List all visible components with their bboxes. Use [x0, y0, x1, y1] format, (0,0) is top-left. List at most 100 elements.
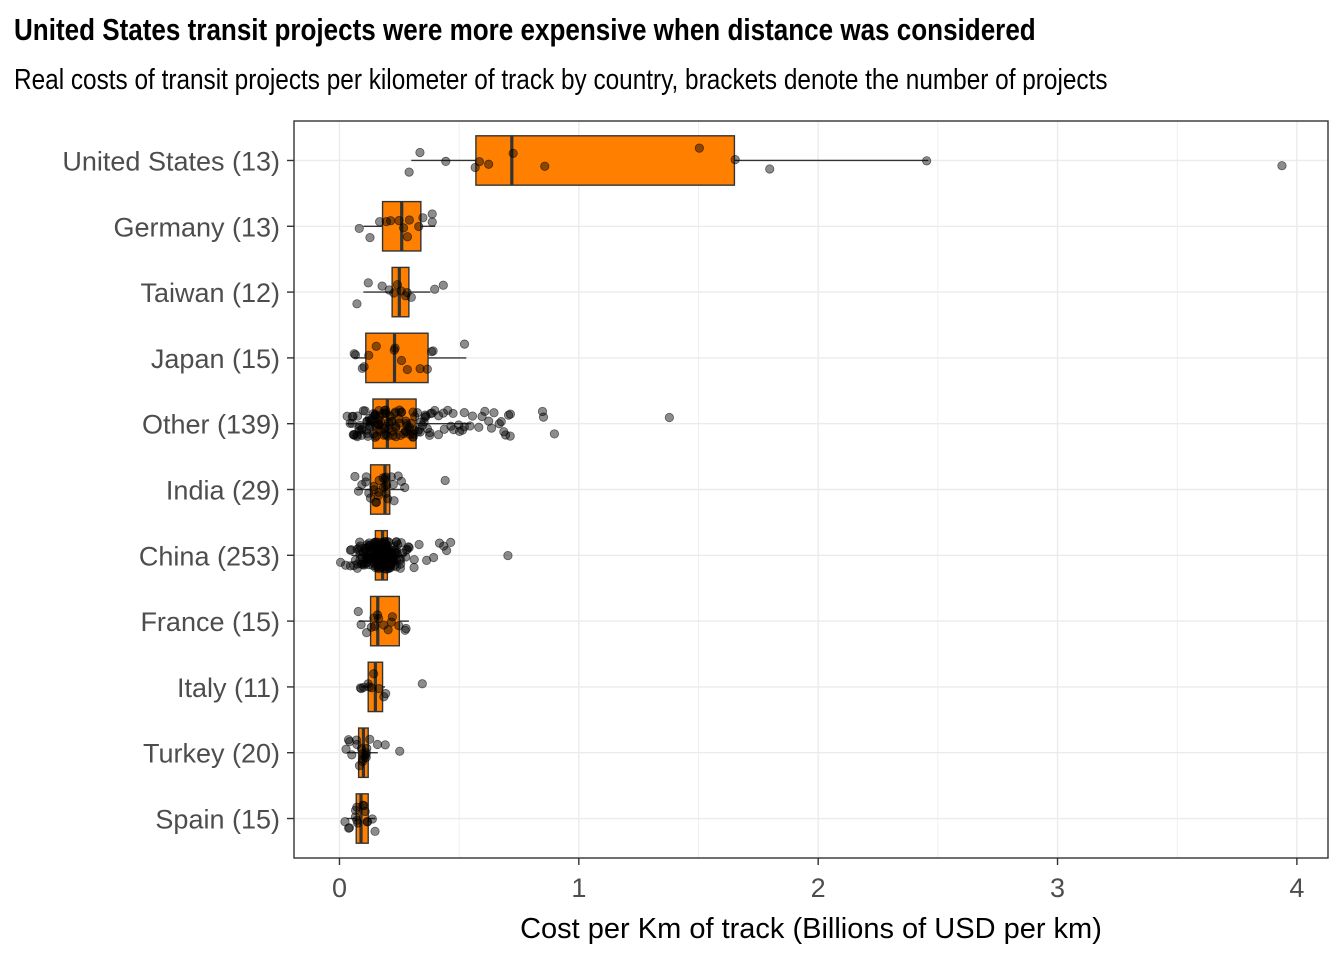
data-point	[380, 405, 391, 415]
data-point	[505, 409, 515, 419]
x-tick-label: 4	[1289, 873, 1304, 903]
data-point	[474, 157, 484, 167]
data-point	[549, 429, 559, 439]
data-point	[387, 612, 397, 622]
data-point	[360, 406, 370, 416]
data-point	[401, 623, 411, 634]
data-points	[335, 143, 1287, 836]
data-point	[765, 164, 775, 174]
data-point	[540, 161, 550, 171]
data-point	[352, 299, 362, 309]
y-tick-label: Italy (11)	[177, 673, 280, 703]
data-point	[335, 557, 346, 567]
data-point	[362, 817, 372, 827]
data-point	[349, 349, 359, 359]
y-axis: United States (13) Germany (13) Taiwan (12…	[62, 146, 294, 835]
data-point	[367, 814, 377, 824]
data-point	[380, 740, 390, 750]
data-point	[425, 430, 435, 440]
data-point	[730, 154, 740, 165]
box	[365, 332, 429, 384]
data-point	[406, 292, 416, 302]
data-point	[537, 406, 548, 417]
data-point	[344, 823, 355, 833]
data-point	[395, 746, 405, 756]
data-point	[347, 418, 357, 428]
y-tick-label: Germany (13)	[113, 212, 280, 242]
data-point	[361, 752, 371, 762]
y-tick-label: United States (13)	[62, 146, 280, 176]
data-point	[404, 167, 414, 177]
x-axis-label: Cost per Km of track (Billions of USD pe…	[520, 913, 1102, 945]
y-tick-label: France (15)	[140, 607, 280, 637]
data-point	[427, 217, 437, 227]
data-point	[402, 232, 413, 242]
box-group	[363, 266, 431, 318]
data-point	[438, 280, 448, 290]
data-point	[369, 669, 379, 679]
data-point	[415, 147, 425, 158]
data-point	[484, 416, 494, 426]
data-point	[345, 545, 356, 555]
data-point	[484, 159, 494, 169]
data-point	[388, 479, 398, 490]
box	[475, 135, 736, 186]
y-tick-label: Taiwan (12)	[140, 278, 280, 308]
data-point	[364, 488, 374, 498]
data-point	[418, 213, 428, 223]
x-tick-label: 3	[1050, 873, 1065, 903]
data-point	[361, 477, 371, 487]
data-point	[380, 408, 391, 418]
y-tick-label: India (29)	[166, 476, 280, 506]
data-point	[414, 221, 424, 232]
chart-title: United States transit projects were more…	[14, 12, 1036, 47]
data-point	[391, 423, 401, 433]
x-tick-label: 1	[571, 873, 586, 903]
data-point	[422, 364, 432, 374]
y-tick-label: Japan (15)	[151, 344, 280, 374]
chart-subtitle: Real costs of transit projects per kilom…	[14, 64, 1108, 96]
data-point	[377, 281, 387, 291]
y-tick-label: Spain (15)	[155, 805, 280, 835]
data-point	[409, 555, 419, 565]
data-point	[465, 421, 475, 431]
data-point	[366, 622, 376, 632]
data-point	[369, 613, 379, 623]
y-tick-label: China (253)	[139, 541, 280, 571]
x-tick-label: 2	[811, 873, 826, 903]
data-point	[355, 537, 365, 547]
data-point	[389, 496, 399, 506]
data-point	[390, 343, 400, 353]
data-point	[486, 423, 497, 433]
data-point	[359, 801, 369, 811]
data-point	[364, 350, 374, 360]
data-point	[360, 806, 370, 817]
data-point	[386, 216, 396, 226]
data-point	[496, 417, 506, 427]
data-point	[353, 606, 363, 617]
data-point	[398, 223, 409, 233]
data-point	[415, 364, 425, 374]
data-point	[442, 545, 452, 556]
data-point	[433, 411, 444, 421]
data-point	[393, 471, 403, 481]
data-point	[389, 288, 399, 298]
data-point	[400, 482, 410, 493]
data-point	[374, 613, 384, 624]
data-point	[404, 542, 414, 553]
data-point	[402, 364, 412, 375]
data-point	[354, 223, 364, 234]
data-point	[922, 156, 932, 166]
data-point	[467, 411, 478, 421]
data-point	[439, 541, 449, 551]
data-point	[480, 406, 490, 416]
data-point	[409, 562, 419, 573]
data-point	[352, 815, 362, 825]
data-point	[459, 339, 470, 349]
data-point	[430, 284, 440, 294]
data-point	[396, 407, 406, 418]
data-point	[386, 472, 396, 482]
data-point	[428, 346, 438, 356]
data-point	[396, 538, 406, 548]
